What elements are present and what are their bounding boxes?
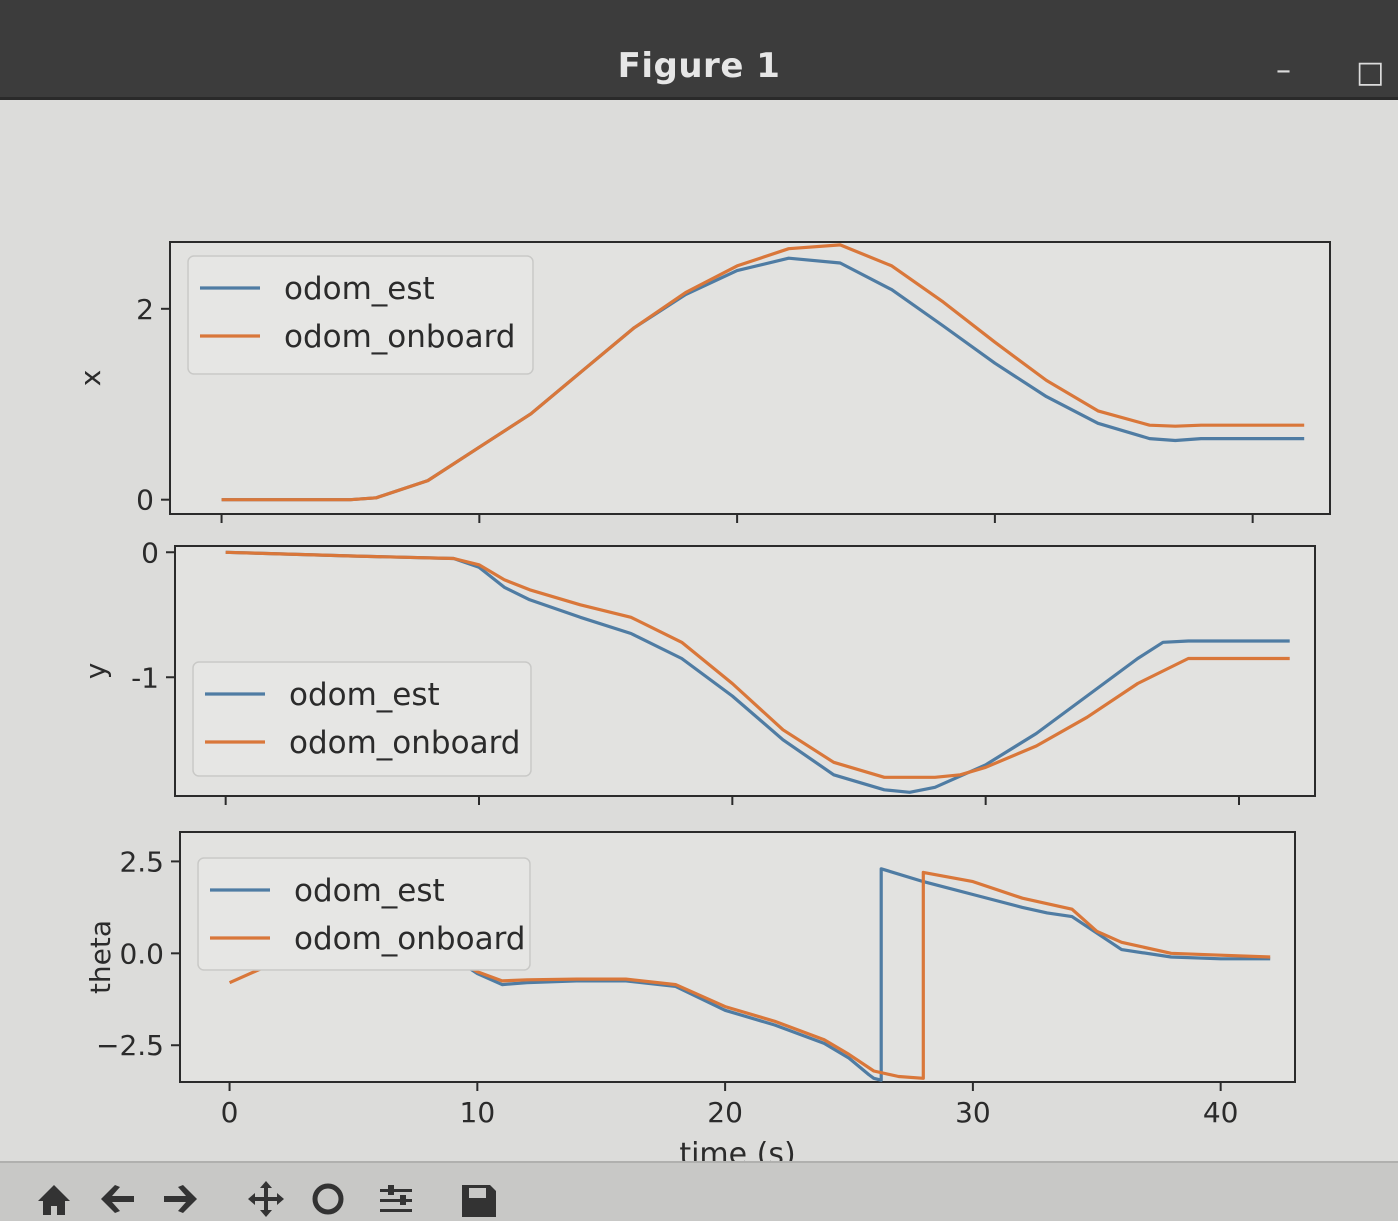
legend: odom_est odom_onboard [187, 255, 534, 375]
forward-icon [164, 1185, 197, 1213]
pan-icon [248, 1181, 284, 1217]
y-axis-label: y [79, 663, 112, 680]
x-tick-label: 10 [460, 1096, 496, 1129]
save-icon [462, 1185, 496, 1217]
subplot-y: 0 -1 y odom_est odom_onboard [79, 536, 1316, 805]
figure-plot-area: 02xodom_estodom_onboard0-1yodom_estodom_… [74, 241, 1331, 1161]
legend: odom_est odom_onboard [197, 857, 531, 971]
legend-label: odom_est [284, 271, 435, 307]
x-tick-label: 30 [955, 1096, 991, 1129]
legend-label: odom_onboard [289, 725, 520, 761]
forward-button[interactable] [158, 1177, 202, 1221]
pan-button[interactable] [244, 1177, 288, 1221]
legend-label: odom_est [289, 677, 440, 713]
home-icon [38, 1185, 70, 1215]
y-tick-label: -1 [131, 661, 159, 694]
x-tick-label: 0 [221, 1096, 239, 1129]
y-axis-label: x [74, 370, 107, 387]
subplot-x: 0 2 x odom_est odom_onboard [74, 241, 1331, 523]
legend: odom_est odom_onboard [192, 661, 532, 777]
y-tick-label: 2 [136, 293, 154, 326]
series-line-odom_est [225, 550, 1290, 794]
y-tick-label: 0.0 [119, 937, 164, 970]
series-line-odom_onboard [221, 243, 1305, 502]
legend-label: odom_est [294, 873, 445, 909]
configure-subplots-button[interactable] [374, 1177, 418, 1221]
back-icon [101, 1185, 134, 1213]
series-line-odom_est [229, 867, 1271, 1082]
subplot-theta: 2.5 0.0 −2.5 0 10 20 30 40 theta time (s) odom_est… [84, 831, 1296, 1161]
navigation-toolbar [0, 1161, 1398, 1221]
window-title: Figure 1 [617, 46, 781, 86]
legend-box [192, 661, 532, 777]
series-line-odom_onboard [228, 870, 1271, 1080]
save-button[interactable] [456, 1177, 500, 1221]
back-button[interactable] [96, 1177, 140, 1221]
x-axis-label: time (s) [679, 1137, 795, 1161]
home-button[interactable] [32, 1177, 76, 1221]
legend-label: odom_onboard [294, 921, 525, 957]
x-tick-label: 40 [1203, 1096, 1239, 1129]
y-tick-label: 0 [141, 536, 159, 569]
window-titlebar[interactable]: Figure 1 – □ [0, 0, 1398, 100]
maximize-button[interactable]: □ [1356, 55, 1385, 90]
y-axis-label: theta [84, 920, 117, 994]
zoom-button[interactable] [306, 1177, 350, 1221]
configure-subplots-icon [380, 1185, 412, 1212]
zoom-icon [312, 1183, 344, 1215]
x-tick-label: 20 [707, 1096, 743, 1129]
legend-label: odom_onboard [284, 319, 515, 355]
y-tick-label: −2.5 [96, 1029, 164, 1062]
y-tick-label: 2.5 [119, 845, 164, 878]
legend-box [187, 255, 534, 375]
minimize-button[interactable]: – [1276, 53, 1291, 88]
legend-box [197, 857, 531, 971]
series-line-odom_onboard [225, 550, 1290, 779]
y-tick-label: 0 [136, 484, 154, 517]
